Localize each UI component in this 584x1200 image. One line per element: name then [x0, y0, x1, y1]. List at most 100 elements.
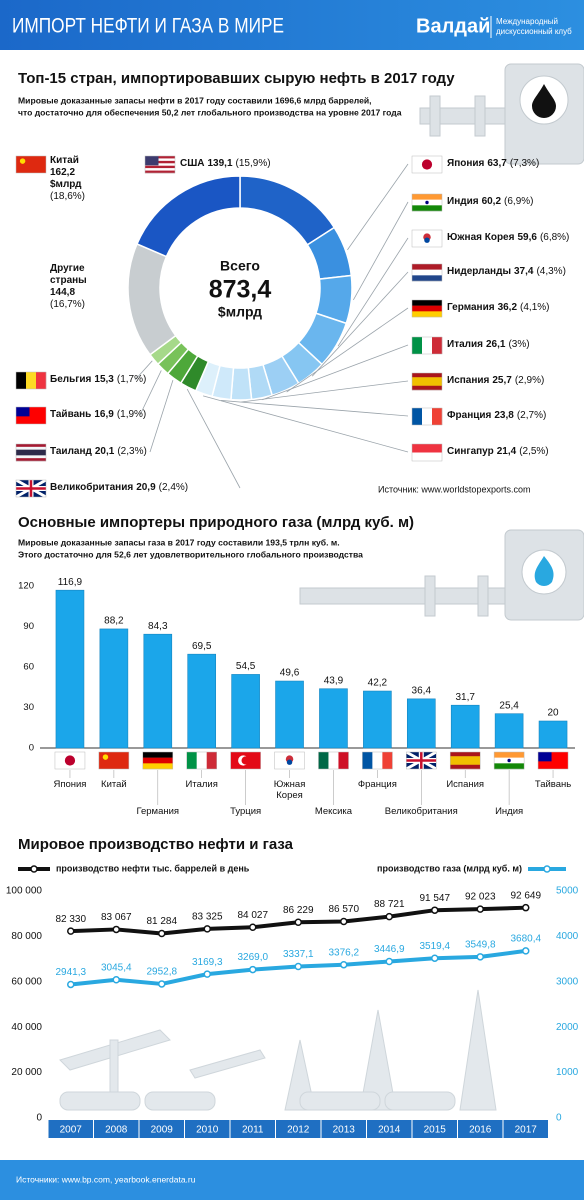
data-point — [294, 918, 302, 927]
category-name: Южная Корея — [447, 232, 515, 243]
leader-line — [241, 380, 409, 403]
bar — [538, 720, 568, 749]
section-subtitle: Этого достаточно для 52,6 лет удовлетвор… — [18, 549, 363, 559]
flag-stripe — [412, 381, 442, 386]
pie-segment — [239, 175, 336, 246]
pie-segment — [230, 366, 253, 401]
x-tick-label: Франция — [357, 779, 397, 790]
value-label: 36,2 — [497, 302, 518, 313]
pie-label: Тайвань 16,9 (1,9%) — [50, 409, 146, 421]
leader-line — [311, 271, 409, 377]
x-tick-label: Южная Корея — [273, 779, 306, 801]
flag-stripe — [145, 170, 175, 174]
value-label: 3169,3 — [192, 957, 223, 968]
x-tick-label: 2013 — [333, 1125, 356, 1136]
category-name: Италия — [447, 339, 483, 350]
flag-border — [274, 751, 305, 770]
value-label: 82 330 — [55, 914, 86, 925]
flag-emblem — [102, 754, 109, 760]
flag-stripe — [450, 760, 481, 765]
category-name: Германия — [447, 302, 495, 313]
y-tick-label: 80 000 — [11, 931, 42, 942]
unit-label: $млрд — [50, 179, 82, 190]
flag-border — [411, 407, 443, 426]
flag-stripe — [412, 300, 442, 306]
value-label: 83 067 — [101, 912, 132, 923]
data-point — [294, 962, 302, 971]
flag-emblem — [424, 237, 430, 243]
category-name: Франция — [447, 410, 492, 421]
leader-line — [337, 237, 409, 347]
flag-stripe — [422, 408, 433, 425]
value-label: 162,2 — [50, 167, 76, 178]
y2-tick-label: 0 — [556, 1113, 562, 1124]
logo-caption: дискуссионный клуб — [496, 27, 572, 36]
pie-label: Бельгия 15,3 (1,7%) — [50, 374, 146, 386]
value-label: 42,2 — [368, 678, 388, 689]
share-label: (2,9%) — [514, 375, 545, 386]
flag-stripe — [422, 337, 433, 354]
flag-cross — [16, 480, 46, 497]
category-name: Индия — [447, 196, 479, 207]
value-label: 3045,4 — [101, 962, 132, 973]
logo-caption: Международный — [496, 17, 558, 26]
year-box — [503, 1120, 548, 1138]
flag — [230, 751, 261, 770]
data-point — [67, 927, 75, 935]
flag-border — [537, 751, 569, 770]
x-tick-label: 2016 — [469, 1125, 492, 1136]
x-tick-label: Германия — [136, 806, 180, 817]
flag — [411, 299, 443, 318]
flag-stripe — [16, 446, 46, 450]
flag-border — [449, 751, 481, 770]
y-tick-label: 120 — [18, 581, 34, 592]
pie-label: Индия 60,2 (6,9%) — [447, 196, 533, 208]
x-tick-label: Испания — [446, 779, 485, 790]
data-point — [385, 957, 393, 966]
year-box — [230, 1120, 275, 1138]
flag-stripe — [450, 764, 481, 770]
value-label: 92 649 — [510, 890, 541, 901]
flag-canton — [145, 156, 159, 166]
data-point — [522, 947, 530, 955]
bar — [363, 690, 392, 749]
section-subtitle: Мировые доказанные запасы нефти в 2017 г… — [18, 95, 372, 105]
y-tick-label: 100 000 — [6, 886, 43, 897]
flag-border — [411, 263, 443, 282]
pie-label: Нидерланды 37,4 (4,3%) — [447, 266, 566, 278]
section-title: Основные импортеры природного газа (млрд… — [18, 514, 414, 531]
pie-label: Япония 63,7 (7,3%) — [447, 158, 539, 170]
leader-line — [134, 360, 153, 381]
flag — [15, 443, 47, 462]
flag-emblem — [241, 756, 250, 765]
flag-stripe — [412, 452, 442, 462]
data-point — [522, 903, 530, 912]
share-label: (2,4%) — [158, 482, 189, 493]
flag-stripe — [412, 377, 442, 382]
flag-stripe — [318, 752, 329, 769]
flag-cross — [406, 752, 437, 769]
flag-stripe — [196, 752, 207, 769]
leader-line — [139, 370, 162, 416]
value-label: 25,7 — [492, 375, 512, 386]
x-tick-label: 2015 — [424, 1125, 447, 1136]
data-point — [112, 925, 120, 934]
flag-stripe — [145, 165, 175, 169]
year-box — [48, 1120, 93, 1138]
bar — [99, 628, 129, 749]
pie-label: Великобритания 20,9 (2,4%) — [50, 482, 188, 494]
value-label: 2941,3 — [55, 967, 86, 978]
data-point — [203, 970, 211, 978]
flag-border — [230, 751, 261, 770]
footer-text: Источники: www.bp.com, yearbook.enerdata… — [16, 1174, 196, 1184]
leader-line — [353, 201, 409, 301]
share-label: (6,9%) — [504, 196, 534, 207]
share-label: (1,9%) — [116, 409, 147, 420]
flag — [449, 751, 481, 770]
flag — [15, 406, 47, 425]
flag-border — [15, 371, 47, 390]
flag-border — [411, 336, 443, 355]
value-label: 88,2 — [104, 616, 124, 627]
flag-canton — [16, 407, 30, 417]
y-tick-label: 40 000 — [11, 1022, 42, 1033]
